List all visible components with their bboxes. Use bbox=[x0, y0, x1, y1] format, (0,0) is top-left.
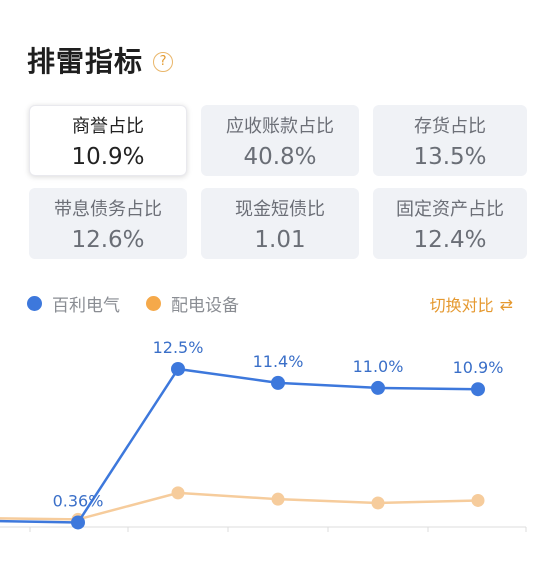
data-label: 11.0% bbox=[353, 357, 404, 376]
data-point-industry bbox=[371, 496, 385, 510]
help-icon[interactable]: ? bbox=[153, 52, 174, 72]
metric-value: 13.5% bbox=[413, 143, 487, 170]
metric-label: 存货占比 bbox=[414, 115, 486, 137]
metric-label: 商誉占比 bbox=[72, 115, 144, 137]
header: 排雷指标 ? bbox=[27, 40, 174, 80]
data-label: 12.5% bbox=[153, 338, 204, 357]
page-title: 排雷指标 bbox=[27, 45, 144, 78]
series-line-company bbox=[0, 367, 479, 524]
metric-card-receivables[interactable]: 应收账款占比 40.8% bbox=[201, 105, 359, 176]
data-label: 10.9% bbox=[453, 358, 504, 377]
data-point-company bbox=[471, 382, 485, 397]
line-chart: 0.36% 12.5% 11.4% 11.0% 10.9% bbox=[0, 338, 527, 532]
data-label: 11.4% bbox=[253, 352, 304, 371]
metric-card-inventory[interactable]: 存货占比 13.5% bbox=[373, 105, 527, 176]
data-point-industry bbox=[471, 493, 485, 507]
metric-label: 固定资产占比 bbox=[396, 198, 504, 220]
metric-value: 12.4% bbox=[413, 226, 487, 253]
metric-label: 带息债务占比 bbox=[54, 198, 162, 220]
metric-card-fixed-assets[interactable]: 固定资产占比 12.4% bbox=[373, 188, 527, 259]
legend-label-company: 百利电气 bbox=[52, 295, 120, 316]
legend-dot-industry bbox=[146, 295, 161, 311]
chart-legend: 百利电气 配电设备 切换对比 ⇄ bbox=[27, 292, 513, 316]
switch-compare-button[interactable]: 切换对比 ⇄ bbox=[430, 292, 513, 316]
metric-value: 10.9% bbox=[71, 143, 145, 170]
data-point-company bbox=[71, 515, 85, 530]
swap-icon: ⇄ bbox=[499, 294, 513, 314]
metric-card-cash-short-debt[interactable]: 现金短债比 1.01 bbox=[201, 188, 359, 259]
metric-grid: 商誉占比 10.9% 应收账款占比 40.8% 存货占比 13.5% 带息债务占… bbox=[29, 105, 527, 259]
data-point-industry bbox=[171, 486, 185, 500]
metric-card-goodwill[interactable]: 商誉占比 10.9% bbox=[29, 105, 187, 176]
metric-label: 应收账款占比 bbox=[226, 115, 334, 137]
metric-label: 现金短债比 bbox=[235, 198, 325, 220]
data-label: 0.36% bbox=[53, 491, 104, 510]
data-point-company bbox=[171, 361, 185, 376]
legend-dot-company bbox=[27, 295, 42, 311]
data-point-company bbox=[371, 380, 385, 395]
metric-value: 1.01 bbox=[254, 226, 306, 253]
metric-value: 12.6% bbox=[71, 226, 145, 253]
data-point-industry bbox=[271, 492, 285, 506]
data-point-company bbox=[271, 375, 285, 390]
series-line-industry bbox=[0, 491, 479, 521]
metric-value: 40.8% bbox=[243, 143, 317, 170]
metric-card-interest-debt[interactable]: 带息债务占比 12.6% bbox=[29, 188, 187, 259]
switch-compare-label: 切换对比 bbox=[429, 296, 494, 315]
legend-label-industry: 配电设备 bbox=[171, 295, 239, 316]
